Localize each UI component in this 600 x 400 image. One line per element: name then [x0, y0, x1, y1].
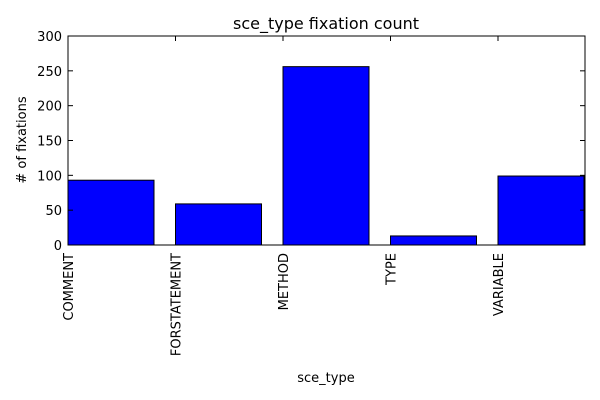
y-axis-label: # of fixations	[15, 96, 30, 183]
bars-group	[67, 66, 585, 246]
x-tick-label: VARIABLE	[492, 253, 507, 316]
y-tick-label: 100	[37, 169, 62, 184]
y-tick-label: 50	[45, 204, 62, 219]
bar-method	[282, 66, 370, 246]
y-axis: 0 50 100 150 200 250 300	[37, 30, 585, 254]
x-axis-label: sce_type	[297, 371, 354, 386]
bar-comment	[67, 179, 155, 246]
y-tick-label: 250	[37, 65, 62, 80]
x-tick-label: COMMENT	[62, 253, 77, 321]
bar-variable	[497, 175, 585, 246]
bar-type	[390, 235, 477, 246]
y-tick-label: 300	[37, 30, 62, 45]
y-tick-label: 150	[37, 135, 62, 150]
x-tick-label: FORSTATEMENT	[170, 253, 185, 356]
x-tick-label: METHOD	[277, 253, 292, 310]
x-tick-label: TYPE	[385, 253, 400, 286]
chart-title: sce_type fixation count	[233, 14, 419, 34]
bar-forstatement	[175, 203, 262, 246]
y-tick-label: 0	[54, 239, 62, 254]
x-axis: COMMENT FORSTATEMENT METHOD TYPE VARIABLE	[62, 36, 507, 356]
y-tick-label: 200	[37, 100, 62, 115]
